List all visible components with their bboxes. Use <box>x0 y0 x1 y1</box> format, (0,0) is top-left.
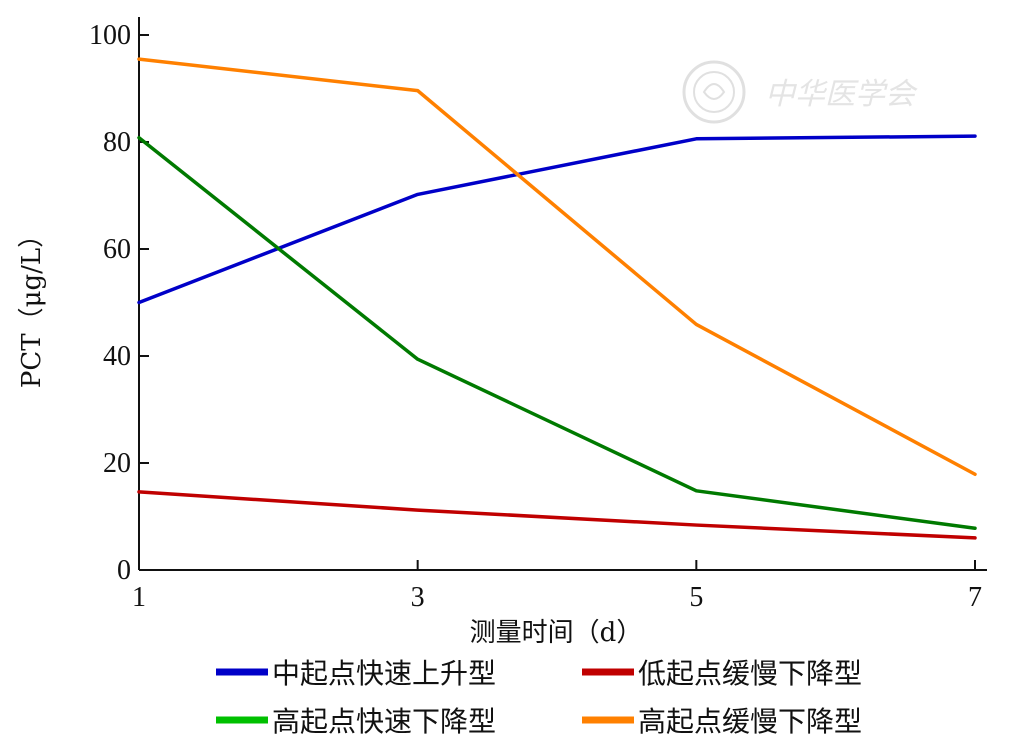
y-axis-title: PCT（μg/L） <box>17 222 47 388</box>
y-tick-label: 20 <box>103 448 131 479</box>
legend-label-4: 高起点缓慢下降型 <box>638 705 862 738</box>
series-lines <box>137 57 977 540</box>
watermark: 中华医学会 <box>682 60 918 124</box>
legend-label-3: 高起点快速下降型 <box>272 705 496 738</box>
series-line-4 <box>137 57 977 476</box>
axes <box>138 17 987 571</box>
x-tick-label: 1 <box>132 582 146 613</box>
y-tick-label: 0 <box>117 555 131 586</box>
y-ticks: 0 20 40 60 80 100 <box>89 20 149 586</box>
watermark-text: 中华医学会 <box>765 77 918 112</box>
series-line-3 <box>137 135 977 531</box>
x-axis-title: 测量时间（d） <box>470 618 643 648</box>
x-ticks: 1 3 5 7 <box>132 560 982 613</box>
x-tick-label: 3 <box>411 582 425 613</box>
series-line-2 <box>137 490 977 540</box>
series-line-1 <box>137 134 977 305</box>
y-tick-label: 80 <box>103 127 131 158</box>
x-tick-label: 7 <box>968 582 982 613</box>
seal-emblem-icon <box>682 60 746 124</box>
x-tick-label: 5 <box>689 582 703 613</box>
y-tick-label: 60 <box>103 234 131 265</box>
y-tick-label: 40 <box>103 341 131 372</box>
legend-label-2: 低起点缓慢下降型 <box>638 657 862 690</box>
legend-label-1: 中起点快速上升型 <box>272 657 496 690</box>
y-tick-label: 100 <box>89 20 131 51</box>
